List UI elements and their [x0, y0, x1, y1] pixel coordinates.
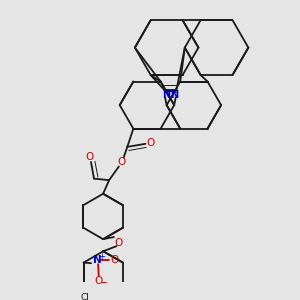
- Text: O: O: [117, 157, 125, 167]
- Text: −: −: [100, 278, 108, 288]
- Text: N: N: [170, 89, 178, 100]
- Text: O: O: [114, 238, 122, 248]
- Text: O: O: [147, 138, 155, 148]
- Text: N: N: [93, 256, 102, 266]
- Text: O: O: [94, 276, 102, 286]
- Text: N: N: [163, 89, 171, 100]
- Text: O: O: [111, 255, 119, 265]
- Text: O: O: [85, 152, 94, 161]
- Text: +: +: [98, 252, 105, 261]
- Text: Cl: Cl: [80, 293, 89, 300]
